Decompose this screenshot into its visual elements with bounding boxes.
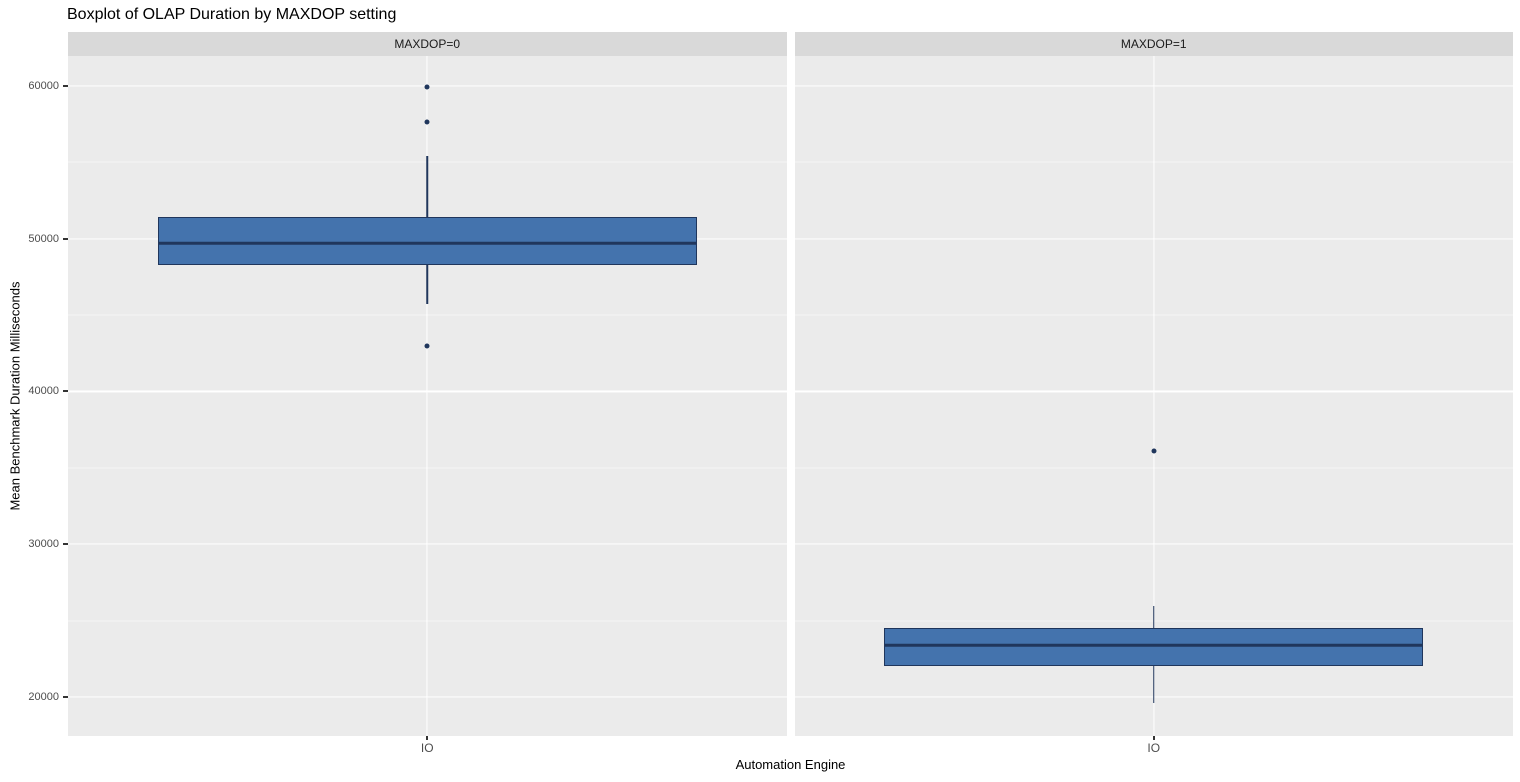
facet-strip: MAXDOP=1 <box>794 32 1513 56</box>
facet: MAXDOP=0 <box>68 32 787 736</box>
outlier-point <box>1151 448 1157 454</box>
facet-panel <box>794 56 1513 736</box>
y-tick-label: 30000 <box>28 538 59 551</box>
outlier-point <box>424 119 430 125</box>
outlier-point <box>424 343 430 349</box>
y-tick-mark <box>63 543 68 546</box>
y-tick-mark <box>63 84 68 87</box>
facet-strip-label: MAXDOP=1 <box>1120 37 1187 51</box>
facet-panel <box>68 56 787 736</box>
y-tick-label: 50000 <box>28 232 59 245</box>
y-tick-mark <box>63 237 68 240</box>
x-tick-mark <box>426 736 429 740</box>
x-tick-label: IO <box>420 741 434 755</box>
box-iqr <box>157 217 697 266</box>
y-tick-label: 20000 <box>28 691 59 704</box>
facet-panels: MAXDOP=0 MAXDOP=1 <box>68 32 1513 736</box>
box-median-line <box>157 241 697 245</box>
y-tick-label: 60000 <box>28 79 59 92</box>
box-iqr <box>884 627 1424 667</box>
y-tick-label: 40000 <box>28 385 59 398</box>
x-axis-title: Automation Engine <box>735 757 846 772</box>
y-axis: 20000 30000 40000 50000 60000 <box>0 56 68 736</box>
x-tick-mark <box>1152 736 1155 740</box>
x-tick-label: IO <box>1147 741 1161 755</box>
facet-strip-label: MAXDOP=0 <box>394 37 461 51</box>
box-median-line <box>884 643 1424 647</box>
y-tick-mark <box>63 390 68 393</box>
gridline-vertical <box>426 56 428 736</box>
outlier-point <box>424 84 430 90</box>
facet: MAXDOP=1 <box>794 32 1513 736</box>
facet-strip: MAXDOP=0 <box>68 32 787 56</box>
plot-title: Boxplot of OLAP Duration by MAXDOP setti… <box>67 6 397 23</box>
y-tick-mark <box>63 696 68 699</box>
gridline-vertical <box>1153 56 1155 736</box>
